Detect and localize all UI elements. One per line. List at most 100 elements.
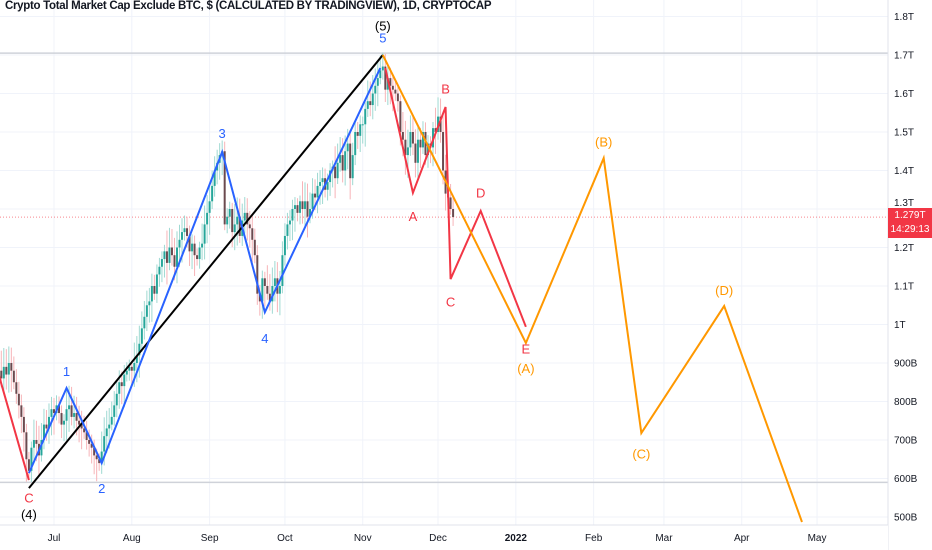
candle-body [133,363,136,371]
candle-body [206,212,209,225]
candle-body [319,182,322,186]
wave-label: (C) [632,447,650,462]
price-tick-label: 1.3T [894,198,914,209]
candle-body [356,132,359,136]
candle-body [266,286,269,294]
candle-body [15,382,18,394]
candle-body [88,440,91,444]
candle-body [231,209,234,233]
candle-body [35,440,38,444]
candle-body [63,420,66,425]
candle-body [379,70,382,79]
candle-body [138,343,141,356]
candle-body [178,239,181,248]
candle-body [143,316,146,329]
wave-label: (A) [517,361,534,376]
candle-body [186,228,189,236]
candle-body [17,393,20,406]
candle-body [384,66,387,90]
candle-body [196,255,199,260]
blue-impulse-line [27,67,382,474]
candle-body [374,85,377,94]
candle-body [22,416,25,433]
current-price-tag: 1.279T 14:29:13 [888,208,932,238]
time-tick-label: May [808,533,827,544]
candle-body [369,101,372,106]
time-tick-label: Feb [585,533,603,544]
candle-body [115,393,118,406]
candle-body [163,251,166,260]
black-cycle-line [28,54,384,489]
candle-body [191,243,194,252]
candle-body [168,247,171,263]
candle-body [371,93,374,106]
candle-body [118,382,121,394]
candle-body [283,235,286,256]
candle-body [198,247,201,260]
candle-body [5,366,8,375]
candle-body [416,139,419,163]
candle-body [40,440,43,456]
candle-body [414,143,417,163]
wave-label: (4) [21,507,37,522]
candle-body [110,416,113,425]
candle-body [376,78,379,86]
candle-body [404,139,407,156]
candle-body [188,235,191,252]
candle-body [140,328,143,344]
candle-body [238,216,241,236]
price-tick-label: 500B [894,513,918,524]
wave-label: (D) [715,283,733,298]
candle-body [246,212,249,225]
candle-body [20,405,23,417]
candle-body [226,216,229,225]
horizontal-lines [0,52,888,484]
candle-body [271,286,274,302]
candle-body [50,409,53,417]
candle-body [389,78,392,86]
candle-body [70,405,73,417]
bar-countdown: 14:29:13 [890,224,930,235]
wave-lines [0,54,803,523]
candle-body [301,201,304,209]
candle-body [253,239,256,256]
candle-body [401,132,404,140]
time-axis-panel[interactable] [0,525,888,550]
candle-body [381,66,384,71]
candle-body [165,251,168,263]
candle-body [155,274,158,294]
candle-body [78,420,81,425]
candle-body [95,455,98,460]
candle-body [304,201,306,209]
price-tick-label: 700B [894,436,918,447]
candle-body [148,301,151,306]
time-tick-label: Sep [201,533,219,544]
candle-body [361,124,364,126]
candles [0,52,455,482]
wave-label: A [409,209,418,224]
candle-body [75,413,78,421]
candle-body [193,243,196,256]
candle-body [288,220,291,225]
candle-body [175,247,178,267]
price-axis-panel[interactable] [888,0,932,550]
candle-body [211,185,214,202]
candle-body [233,224,236,233]
candle-body [344,151,347,171]
time-tick-label: 2022 [505,533,528,544]
candle-body [0,370,3,379]
price-tick-label: 1.5T [894,128,914,139]
candle-body [442,132,445,171]
candle-body [12,370,15,383]
candle-body [261,278,264,302]
candle-body [100,451,103,464]
time-axis-labels: Jul Aug Sep Oct Nov Dec 2022 Feb Mar Apr May [48,533,827,544]
candle-body [268,293,271,302]
candle-body [103,436,106,452]
candle-body [263,278,266,286]
candle-body [334,166,337,179]
candle-body [449,197,452,209]
candle-body [258,293,261,302]
price-tick-label: 1.7T [894,51,914,62]
